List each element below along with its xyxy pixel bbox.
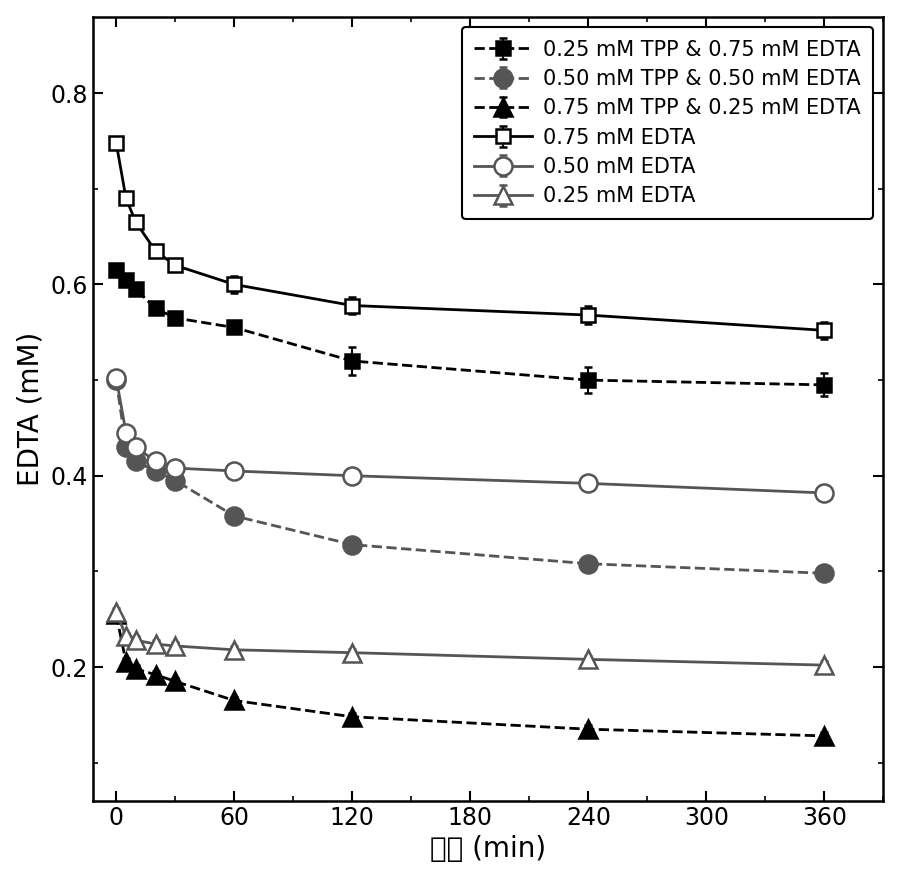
Legend: 0.25 mM TPP & 0.75 mM EDTA, 0.50 mM TPP & 0.50 mM EDTA, 0.75 mM TPP & 0.25 mM ED: 0.25 mM TPP & 0.75 mM EDTA, 0.50 mM TPP … [462,27,873,219]
Y-axis label: EDTA (mM): EDTA (mM) [17,332,45,486]
X-axis label: 时间 (min): 时间 (min) [430,835,546,863]
